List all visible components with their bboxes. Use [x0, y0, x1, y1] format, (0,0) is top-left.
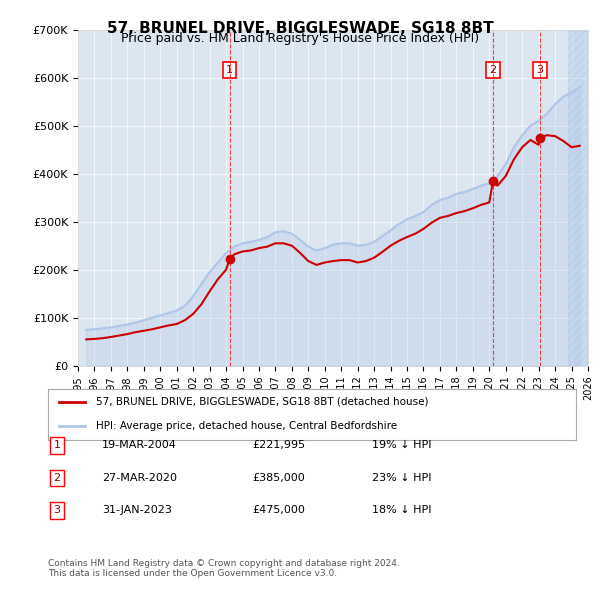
- Text: 2: 2: [490, 65, 497, 75]
- Text: 1: 1: [53, 441, 61, 450]
- Bar: [568, 30, 588, 366]
- Text: 18% ↓ HPI: 18% ↓ HPI: [372, 506, 431, 515]
- Text: HPI: Average price, detached house, Central Bedfordshire: HPI: Average price, detached house, Cent…: [95, 421, 397, 431]
- Text: 27-MAR-2020: 27-MAR-2020: [102, 473, 177, 483]
- Text: £385,000: £385,000: [252, 473, 305, 483]
- Text: 2: 2: [53, 473, 61, 483]
- Text: £221,995: £221,995: [252, 441, 305, 450]
- Text: 1: 1: [226, 65, 233, 75]
- Text: 19-MAR-2004: 19-MAR-2004: [102, 441, 177, 450]
- Text: 19% ↓ HPI: 19% ↓ HPI: [372, 441, 431, 450]
- Text: 31-JAN-2023: 31-JAN-2023: [102, 506, 172, 515]
- Text: Price paid vs. HM Land Registry's House Price Index (HPI): Price paid vs. HM Land Registry's House …: [121, 32, 479, 45]
- Text: 57, BRUNEL DRIVE, BIGGLESWADE, SG18 8BT: 57, BRUNEL DRIVE, BIGGLESWADE, SG18 8BT: [107, 21, 493, 35]
- Text: 57, BRUNEL DRIVE, BIGGLESWADE, SG18 8BT (detached house): 57, BRUNEL DRIVE, BIGGLESWADE, SG18 8BT …: [95, 397, 428, 407]
- Text: 23% ↓ HPI: 23% ↓ HPI: [372, 473, 431, 483]
- Text: 3: 3: [536, 65, 544, 75]
- Text: Contains HM Land Registry data © Crown copyright and database right 2024.
This d: Contains HM Land Registry data © Crown c…: [48, 559, 400, 578]
- Text: £475,000: £475,000: [252, 506, 305, 515]
- Text: 3: 3: [53, 506, 61, 515]
